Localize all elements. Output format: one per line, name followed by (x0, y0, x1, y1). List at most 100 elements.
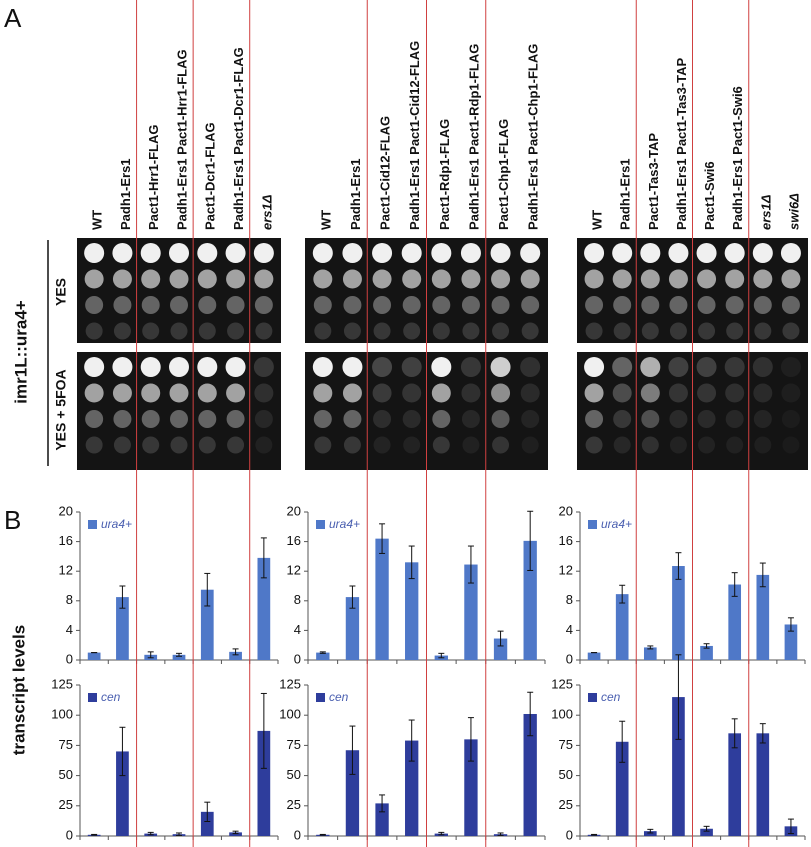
colony-spot (520, 243, 541, 263)
colony-spot (255, 436, 273, 454)
colony-spot (170, 436, 188, 454)
bar (116, 751, 129, 836)
colony-spot (461, 269, 481, 289)
colony-spot (226, 296, 245, 314)
colony-spot (431, 243, 452, 263)
colony-spot (84, 269, 104, 289)
colony-spot (460, 357, 481, 377)
y-tick-label: 100 (51, 707, 73, 722)
strain-label: Padh1-Ers1 Pact1-Swi6 (730, 86, 745, 230)
y-tick-label: 25 (59, 797, 73, 812)
colony-spot (112, 383, 132, 403)
media-label: YES (53, 278, 69, 306)
strain-label: Padh1-Ers1 Pact1-Chp1-FLAG (526, 44, 541, 230)
colony-spot (698, 436, 716, 454)
y-tick-label: 25 (287, 797, 301, 812)
bar (672, 566, 685, 660)
colony-spot (461, 383, 481, 403)
error-bar (703, 825, 710, 832)
strain-label: WT (90, 210, 105, 230)
colony-spot (312, 243, 333, 263)
colony-spot (140, 243, 161, 263)
colony-spot (142, 322, 160, 340)
colony-spot (254, 383, 274, 403)
colony-spot (780, 357, 801, 377)
y-tick-label: 8 (66, 592, 73, 607)
colony-spot (197, 243, 218, 263)
colony-spot (113, 410, 132, 428)
error-bar (232, 830, 239, 835)
colony-spot (781, 296, 800, 314)
colony-spot (226, 269, 246, 289)
panel-label: A (4, 3, 22, 33)
colony-spot (373, 410, 392, 428)
colony-spot (462, 436, 480, 454)
colony-spot (253, 243, 274, 263)
bar (756, 574, 770, 660)
y-tick-label: 12 (559, 563, 573, 578)
y-tick-label: 50 (59, 767, 73, 782)
colony-spot (584, 383, 604, 403)
y-tick-label: 4 (294, 622, 301, 637)
y-tick-label: 16 (559, 533, 573, 548)
colony-spot (112, 269, 132, 289)
bar (257, 730, 271, 836)
bar (345, 597, 360, 660)
error-bar (260, 692, 267, 769)
error-bar (438, 652, 445, 659)
colony-spot (432, 296, 451, 314)
colony-spot (312, 357, 333, 377)
error-bar (438, 831, 445, 836)
strain-label: Padh1-Ers1 Pact1-Cid12-FLAG (407, 41, 422, 230)
y-tick-label: 125 (51, 676, 73, 691)
legend-label: ura4+ (601, 517, 632, 531)
error-bar (408, 719, 415, 762)
colony-spot (431, 269, 451, 289)
colony-spot (668, 383, 688, 403)
y-tick-label: 16 (287, 533, 301, 548)
colony-spot (520, 383, 540, 403)
colony-spot (669, 436, 687, 454)
bar (229, 651, 242, 660)
colony-spot (342, 243, 363, 263)
bar (345, 750, 360, 836)
strain-label: Pact1-Dcr1-FLAG (203, 122, 218, 230)
bar (116, 597, 129, 660)
y-tick-label: 125 (279, 676, 301, 691)
bar (672, 697, 685, 836)
strain-label: ers1Δ (758, 194, 773, 230)
error-bar (647, 828, 654, 834)
colony-spot (227, 322, 245, 340)
colony-spot (401, 357, 422, 377)
strain-label: Pact1-Rdp1-FLAG (437, 119, 452, 230)
legend-swatch (316, 520, 325, 529)
colony-spot (491, 269, 511, 289)
strain-label: Pact1-Hrr1-FLAG (146, 125, 161, 230)
colony-spot (724, 357, 745, 377)
y-tick-label: 4 (566, 622, 573, 637)
colony-spot (403, 436, 421, 454)
error-bar (731, 572, 738, 597)
colony-spot (697, 410, 716, 428)
strain-label: Pact1-Tas3-TAP (646, 133, 661, 230)
error-bar (319, 833, 326, 836)
y-tick-label: 0 (566, 827, 573, 842)
y-tick-label: 25 (559, 797, 573, 812)
y-tick-label: 0 (294, 651, 301, 666)
colony-spot (85, 322, 103, 340)
y-tick-label: 4 (66, 622, 73, 637)
colony-spot (342, 357, 363, 377)
colony-spot (225, 243, 246, 263)
bar (728, 733, 742, 836)
legend-label: cen (329, 690, 349, 704)
y-tick-label: 125 (551, 676, 573, 691)
colony-spot (780, 243, 801, 263)
bar (643, 831, 657, 836)
bar (700, 645, 713, 660)
strain-label: Padh1-Ers1 Pact1-Dcr1-FLAG (231, 47, 246, 230)
colony-spot (725, 410, 744, 428)
colony-spot (585, 436, 603, 454)
colony-spot (668, 269, 688, 289)
y-tick-label: 0 (66, 827, 73, 842)
colony-spot (461, 296, 480, 314)
